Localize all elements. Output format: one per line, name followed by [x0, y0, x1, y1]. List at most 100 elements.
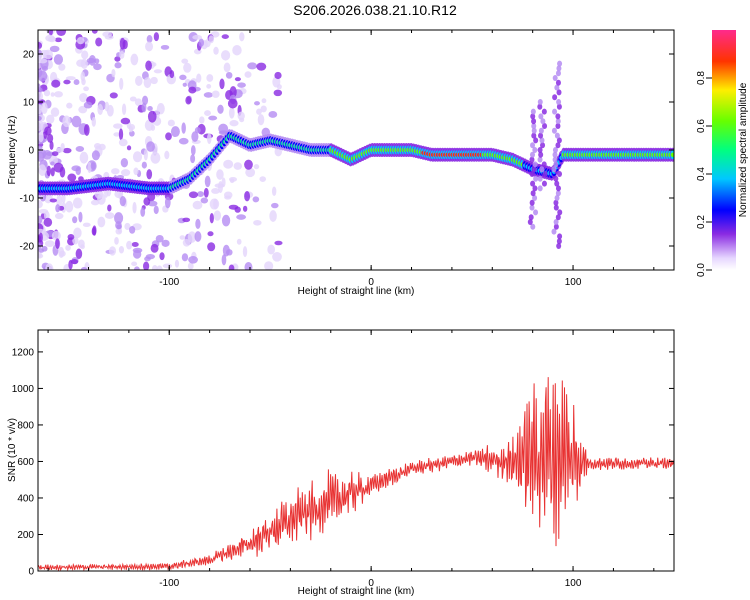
spectrogram-noise-blob: [143, 148, 148, 161]
spectrogram-noise-blob: [147, 106, 153, 112]
spectrogram-noise-blob: [67, 233, 75, 240]
snr-y-label: SNR (10 * v/v): [7, 418, 18, 482]
spectrogram-noise-blob: [134, 98, 143, 106]
spectrogram-noise-blob: [121, 169, 131, 177]
spectrogram-noise-blob: [194, 231, 202, 242]
spectrogram-noise-blob: [237, 111, 245, 121]
spectrogram-noise-blob: [133, 167, 139, 176]
spectrogram-noise-blob: [134, 266, 140, 270]
spectrogram-x-tick-label: -100: [159, 277, 179, 288]
spectrogram-noise-blob: [46, 165, 51, 177]
spectrogram-noise-blob: [165, 132, 172, 141]
snr-series-line: [38, 377, 674, 571]
spectrogram-streak: [555, 123, 561, 129]
spectrogram-streak: [557, 233, 563, 240]
spectrogram-streak: [555, 185, 561, 192]
spectrogram-noise-blob: [65, 200, 74, 213]
spectrogram-streak: [555, 70, 561, 77]
spectrogram-noise-blob: [195, 218, 201, 230]
spectrogram-streak: [557, 171, 563, 177]
spectrogram-noise-blob: [114, 62, 122, 69]
spectrogram-noise-blob: [76, 36, 85, 45]
spectrogram-noise-blob: [87, 161, 92, 174]
spectrogram-noise-blob: [111, 69, 116, 78]
spectrogram-noise-blob: [192, 200, 203, 210]
spectrogram-noise-blob: [50, 161, 55, 166]
spectrogram-noise-blob: [217, 104, 224, 114]
spectrogram-noise-blob: [223, 159, 234, 169]
spectrogram-streak: [557, 209, 563, 216]
spectrogram-streak: [533, 175, 539, 182]
spectrogram-streak: [532, 161, 538, 168]
spectrogram-noise-blob: [152, 265, 158, 270]
spectrogram-noise-blob: [261, 98, 267, 104]
spectrogram-noise-blob: [207, 231, 214, 237]
spectrogram-streak: [533, 209, 539, 216]
spectrogram-noise-blob: [79, 92, 88, 103]
spectrogram-streak: [531, 127, 537, 134]
spectrogram-noise-blob: [146, 169, 153, 180]
spectrogram-noise-blob: [135, 75, 143, 87]
spectrogram-noise-blob: [273, 89, 283, 97]
snr-y-tick-label: 400: [17, 493, 34, 504]
spectrogram-streak: [529, 204, 535, 211]
spectrogram-streak: [552, 147, 558, 153]
spectrogram-noise-blob: [244, 190, 251, 202]
spectrogram-streak: [555, 79, 561, 86]
spectrogram-noise-blob: [209, 198, 220, 210]
spectrogram-noise-blob: [141, 102, 147, 113]
spectrogram-streak: [552, 108, 558, 115]
spectrogram-noise-blob: [247, 62, 258, 70]
spectrogram-noise-blob: [218, 123, 229, 134]
spectrogram-streak: [531, 132, 537, 139]
spectrogram-noise-blob: [97, 103, 104, 115]
spectrogram-noise-blob: [216, 169, 224, 180]
spectrogram-noise-blob: [164, 196, 171, 209]
spectrogram-noise-blob: [159, 252, 165, 261]
spectrogram-noise-blob: [187, 231, 197, 243]
spectrogram-streak: [530, 180, 536, 187]
spectrogram-noise-blob: [253, 219, 262, 226]
spectrogram-noise-blob: [150, 243, 159, 253]
snr-x-label: Height of straight line (km): [298, 586, 415, 597]
spectrogram-noise-blob: [167, 119, 175, 127]
spectrogram-noise-blob: [146, 35, 153, 43]
spectrogram-noise-blob: [144, 256, 151, 262]
spectrogram-noise-blob: [53, 54, 64, 65]
spectrogram-streak: [552, 94, 558, 101]
spectrogram-noise-blob: [38, 145, 43, 150]
spectrogram-noise-blob: [55, 204, 61, 213]
spectrogram-noise-blob: [237, 82, 246, 88]
spectrogram-streak: [557, 60, 563, 67]
snr-y-tick-label: 800: [17, 420, 34, 431]
spectrogram-noise-blob: [38, 104, 43, 115]
spectrogram-noise-blob: [254, 101, 260, 106]
spectrogram-noise-blob: [196, 73, 202, 83]
spectrogram-streak: [552, 75, 558, 81]
spectrogram-streak: [528, 214, 534, 221]
spectrogram-noise-blob: [59, 250, 66, 257]
spectrogram-noise-blob: [208, 115, 218, 121]
spectrogram-noise-blob: [182, 238, 191, 247]
spectrogram-noise-blob: [203, 92, 214, 98]
spectrogram-noise-blob: [44, 240, 55, 247]
spectrogram-noise-blob: [153, 69, 163, 74]
spectrogram-noise-blob: [221, 50, 231, 61]
spectrogram-noise-blob: [80, 71, 86, 82]
spectrogram-noise-blob: [41, 102, 48, 114]
snr-y-tick-label: 1000: [12, 384, 35, 395]
spectrogram-noise-blob: [38, 91, 44, 101]
spectrogram-y-tick-label: -20: [20, 242, 35, 253]
spectrogram-streak: [542, 171, 548, 177]
spectrogram-noise-blob: [191, 131, 199, 142]
spectrogram-streak: [555, 142, 561, 149]
spectrogram-streak: [542, 123, 548, 129]
spectrogram-streak: [539, 137, 545, 144]
spectrogram-noise-blob: [143, 197, 151, 206]
spectrogram-streak: [551, 228, 557, 235]
spectrogram-streak: [541, 161, 547, 168]
spectrogram-noise-blob: [140, 207, 146, 217]
spectrogram-noise-blob: [93, 63, 102, 71]
